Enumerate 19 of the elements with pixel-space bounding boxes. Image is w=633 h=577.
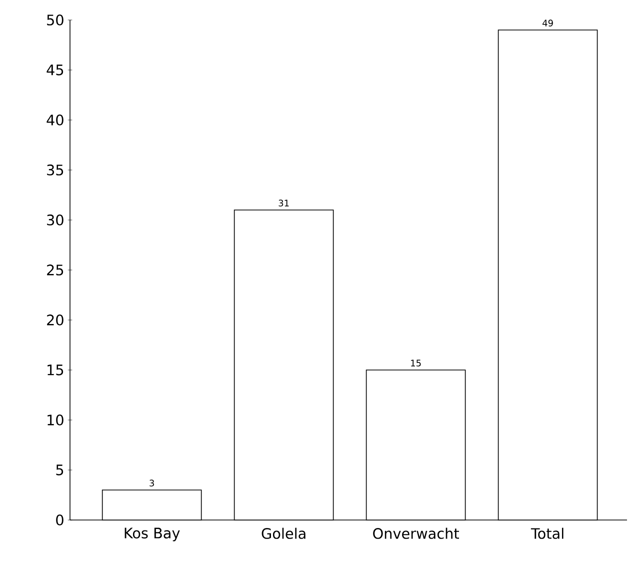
y-tick-label: 35 — [47, 164, 64, 176]
data-label: 31 — [278, 200, 289, 206]
y-tick-label: 10 — [48, 414, 64, 426]
x-tick-label: Onverwacht — [373, 528, 460, 539]
y-tick-label: 40 — [46, 114, 64, 126]
x-tick-label: Golela — [262, 528, 306, 539]
y-tick-label: 5 — [56, 464, 64, 476]
data-label: 3 — [150, 480, 154, 486]
y-tick-label: 20 — [47, 314, 64, 326]
x-tick-label: Total — [530, 528, 564, 539]
x-tick-label: Kos Bay — [124, 528, 180, 542]
data-label: 49 — [542, 20, 553, 26]
y-tick-label: 50 — [47, 14, 64, 26]
y-tick-label: 0 — [56, 514, 64, 526]
data-label: 15 — [411, 360, 421, 366]
y-tick-label: 15 — [48, 364, 64, 376]
y-tick-label: 45 — [46, 64, 64, 76]
y-tick-label: 30 — [47, 214, 64, 226]
y-tick-label: 25 — [47, 264, 64, 276]
